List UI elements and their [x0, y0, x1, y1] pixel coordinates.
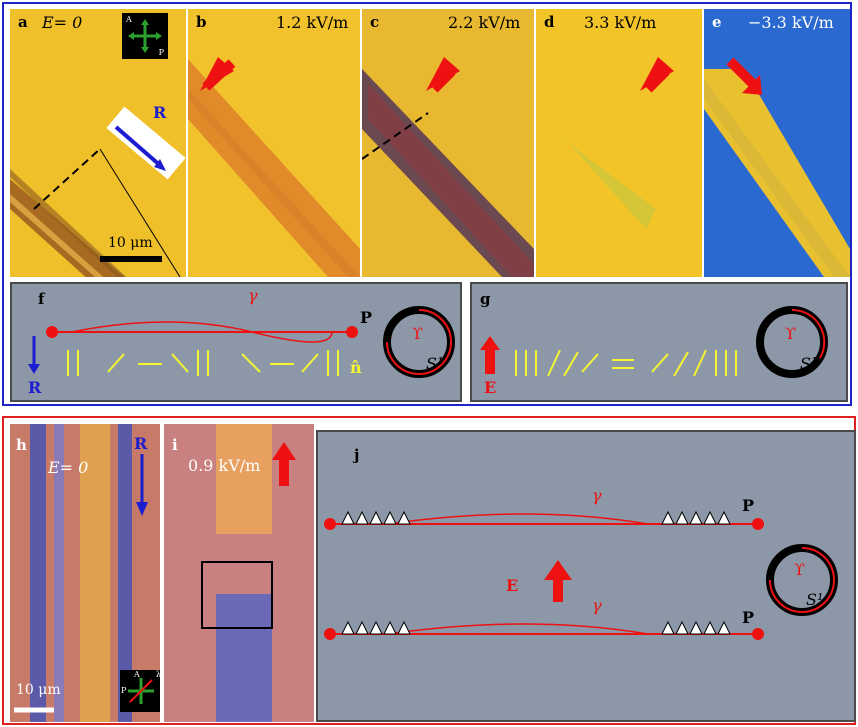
panel-b-field: 1.2 kV/m [276, 13, 349, 32]
panel-j-curve-label-bottom: γ [592, 596, 602, 615]
panel-j-circle-space: S¹ [806, 590, 824, 609]
panel-j-curve-label-top: γ [592, 486, 602, 505]
panel-f-label: f [38, 290, 45, 308]
panel-a-field: E= 0 [42, 13, 83, 32]
panel-f-circle-inner: ϒ [412, 324, 423, 343]
panel-g-axis: E [484, 378, 497, 397]
panel-c: c 2.2 kV/m [362, 9, 534, 277]
panel-h: h E= 0 R 10 μm A P λ [10, 424, 160, 722]
panel-e-field: −3.3 kV/m [748, 13, 834, 32]
crossed-polarizer-icon: A P [122, 13, 168, 59]
panel-f-director: n̂ [350, 358, 362, 377]
panel-e-label: e [712, 13, 722, 31]
panel-j-endpoint-top: P [742, 496, 755, 515]
panel-d-label: d [544, 13, 555, 31]
polarizer-p-label: P [158, 48, 164, 57]
panel-f: f γ P n̂ R ϒ S¹ [10, 282, 462, 402]
lambda-a-label: A [134, 670, 140, 679]
panel-a-label: a [18, 13, 28, 31]
polarizer-lambda-icon: A P λ [120, 670, 160, 712]
panel-c-label: c [370, 13, 380, 31]
panel-a-scalebar-label: 10 μm [108, 235, 153, 251]
panel-c-image [362, 57, 534, 277]
panel-i-field: 0.9 kV/m [188, 456, 261, 475]
panel-j: j γ P E γ P ϒ S¹ [316, 430, 856, 722]
panel-g: g E ϒ S¹ [470, 282, 848, 402]
panel-g-diagram [480, 306, 828, 378]
panel-a-overlay [33, 106, 186, 277]
panel-f-circle-space: S¹ [426, 354, 444, 373]
panel-b-label: b [196, 13, 207, 31]
panel-b: b 1.2 kV/m [188, 9, 360, 277]
lambda-l-label: λ [155, 670, 160, 679]
panel-i-image [201, 424, 296, 722]
panel-g-circle-inner: ϒ [785, 324, 796, 343]
panel-h-label: h [16, 436, 27, 454]
panel-d-field: 3.3 kV/m [584, 13, 657, 32]
panel-e-image [704, 57, 850, 277]
panel-e: e −3.3 kV/m [704, 9, 850, 277]
panel-a-direction-label: R [153, 103, 167, 122]
panel-f-diagram [28, 306, 455, 378]
panel-b-image [188, 57, 360, 277]
panel-c-field: 2.2 kV/m [448, 13, 521, 32]
panel-d-image [556, 57, 674, 229]
panel-h-field: E= 0 [48, 458, 89, 477]
panel-f-curve-label: γ [248, 286, 258, 305]
panel-j-axis: E [506, 576, 519, 595]
panel-j-label: j [354, 446, 360, 464]
polarizer-a-label: A [126, 15, 132, 24]
lambda-p-label: P [121, 686, 127, 695]
panel-j-endpoint-bottom: P [742, 608, 755, 627]
panel-f-axis: R [28, 378, 42, 397]
panel-d: d 3.3 kV/m [536, 9, 702, 277]
panel-h-direction-label: R [134, 434, 148, 453]
panel-h-image [14, 424, 148, 722]
panel-i-label: i [172, 436, 178, 454]
panel-a: a E= 0 A P R 10 μm [10, 9, 186, 277]
panel-j-circle-inner: ϒ [794, 560, 805, 579]
panel-i: i 0.9 kV/m [164, 424, 314, 722]
panel-h-scalebar-label: 10 μm [16, 682, 61, 698]
panel-g-circle-space: S¹ [800, 354, 818, 373]
panel-g-label: g [480, 290, 491, 308]
panel-f-endpoint: P [360, 308, 373, 327]
figure-top-frame [2, 2, 852, 406]
panel-j-diagram [324, 510, 838, 640]
